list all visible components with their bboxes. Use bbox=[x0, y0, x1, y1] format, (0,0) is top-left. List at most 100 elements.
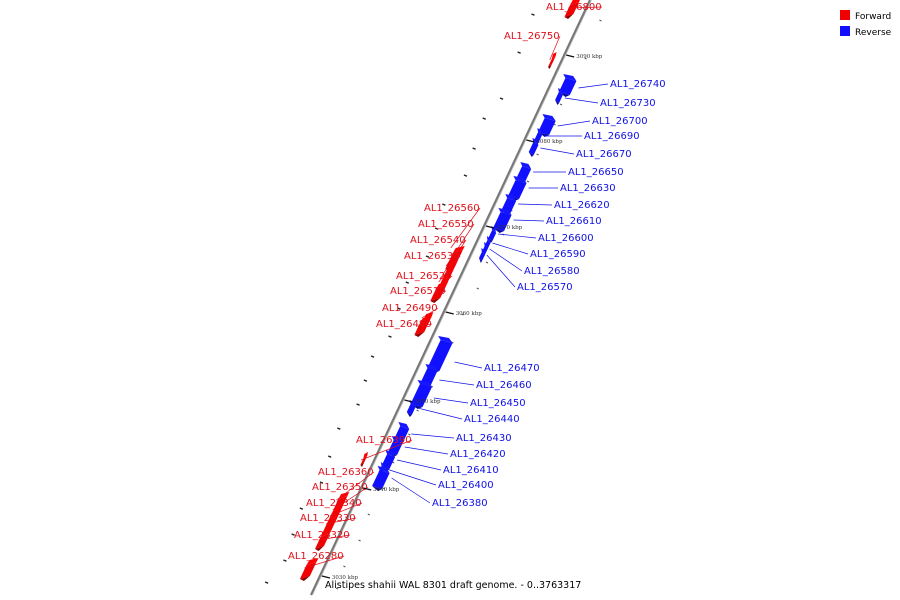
gene-leader-line bbox=[450, 207, 481, 249]
gene-leader-line bbox=[498, 233, 537, 239]
track-dash bbox=[382, 487, 386, 490]
track-dash bbox=[388, 335, 392, 338]
scale-tick-mark bbox=[363, 487, 372, 491]
scale-tick-mark bbox=[404, 399, 413, 403]
gene-label: AL1_26430 bbox=[456, 433, 512, 444]
legend: Forward Reverse bbox=[840, 10, 892, 38]
decor-layer bbox=[264, 0, 602, 596]
gene-block-face bbox=[493, 212, 512, 231]
gene-block-top bbox=[377, 466, 390, 473]
gene-label: AL1_26540 bbox=[410, 235, 466, 246]
gene-label: AL1_26320 bbox=[294, 530, 350, 541]
gene-block-face bbox=[564, 2, 580, 17]
gene-block-face bbox=[488, 230, 497, 241]
scale-ticks-layer: 3090 kbp 3080 kbp 3070 kbp 3060 kbp 3050 kbp… bbox=[321, 54, 603, 581]
gene-block-face bbox=[516, 166, 532, 181]
gene-label: AL1_26690 bbox=[584, 131, 640, 142]
gene-leader-line bbox=[433, 397, 469, 404]
gene-label: AL1_26280 bbox=[288, 551, 344, 562]
gene-block-face bbox=[299, 562, 317, 579]
scale-tick-label: 3050 kbp bbox=[414, 399, 441, 405]
gene-label: AL1_26750 bbox=[504, 31, 560, 42]
gene-block-side bbox=[430, 298, 441, 303]
track-dash bbox=[442, 203, 446, 206]
gene-block-top bbox=[520, 162, 532, 169]
scale-tick-label: 3090 kbp bbox=[576, 54, 603, 60]
scale-tick-label: 3040 kbp bbox=[373, 487, 400, 493]
track-dash bbox=[461, 313, 464, 316]
gene-block-side bbox=[299, 576, 310, 581]
gene-label: AL1_26410 bbox=[443, 465, 499, 476]
gene-block-top bbox=[398, 422, 410, 429]
track-dash bbox=[434, 227, 439, 230]
gene-leader-line bbox=[397, 459, 442, 471]
track-dash bbox=[356, 403, 360, 406]
gene-block-top bbox=[542, 114, 556, 121]
gene-label: AL1_26570 bbox=[517, 282, 573, 293]
gene-leader-line bbox=[454, 361, 483, 369]
gene-al1-26320 bbox=[314, 530, 332, 551]
gene-leader-line bbox=[361, 439, 413, 461]
gene-block-side bbox=[372, 486, 383, 491]
track-dash bbox=[599, 19, 602, 22]
track-dash bbox=[499, 97, 504, 100]
gene-blocks-layer bbox=[299, 0, 580, 581]
gene-block-top bbox=[537, 128, 543, 135]
track-dash bbox=[327, 455, 332, 458]
track-dash bbox=[343, 565, 346, 568]
gene-label: AL1_26380 bbox=[432, 498, 488, 509]
gene-block-face bbox=[508, 180, 527, 199]
scale-tick-mark bbox=[445, 311, 454, 315]
legend-reverse-label: Reverse bbox=[855, 28, 892, 38]
gene-leader-line bbox=[329, 502, 363, 517]
track-dash bbox=[536, 153, 539, 156]
track-dash bbox=[416, 409, 419, 412]
scale-tick-label: 3060 kbp bbox=[456, 311, 483, 317]
gene-block-top bbox=[558, 88, 563, 95]
track-dash bbox=[335, 587, 339, 590]
gene-block-face bbox=[538, 118, 556, 135]
gene-block-side bbox=[555, 100, 560, 105]
gene-label: AL1_26440 bbox=[464, 414, 520, 425]
gene-block-face bbox=[427, 340, 453, 371]
gene-block-top bbox=[505, 194, 517, 201]
gene-al1-26670 bbox=[528, 138, 539, 157]
gene-block-face bbox=[314, 534, 330, 549]
gene-block-face bbox=[479, 252, 485, 261]
gene-label: AL1_26330 bbox=[300, 513, 356, 524]
gene-label: AL1_26470 bbox=[484, 363, 540, 374]
track-dash bbox=[397, 307, 401, 310]
gene-al1-26280 bbox=[299, 558, 319, 581]
gene-block-face bbox=[528, 142, 539, 155]
gene-block-face bbox=[555, 92, 563, 103]
scale-tick-mark bbox=[321, 575, 331, 579]
gene-label: AL1_26620 bbox=[554, 200, 610, 211]
gene-label: AL1_26390 bbox=[356, 435, 412, 446]
gene-block-side bbox=[547, 64, 552, 69]
gene-leader-line bbox=[336, 471, 375, 501]
gene-block-top bbox=[498, 208, 512, 215]
gene-block-face bbox=[372, 470, 390, 489]
gene-block-top bbox=[419, 316, 432, 323]
leader-lines-layer bbox=[304, 6, 609, 569]
scale-tick-mark bbox=[526, 139, 535, 143]
gene-label: AL1_26670 bbox=[576, 149, 632, 160]
gene-block-side bbox=[528, 152, 534, 157]
gene-leader-line bbox=[304, 555, 345, 569]
gene-leader-line bbox=[518, 203, 553, 206]
gene-label: AL1_26350 bbox=[312, 482, 368, 493]
gene-leader-line bbox=[540, 147, 575, 155]
gene-label: AL1_26420 bbox=[450, 449, 506, 460]
gene-block-top bbox=[551, 52, 557, 59]
gene-al1-26610 bbox=[493, 208, 512, 233]
track-dash bbox=[517, 51, 521, 54]
gene-block-top bbox=[417, 380, 432, 387]
gene-block-top bbox=[320, 530, 332, 537]
gene-block-face bbox=[558, 78, 577, 95]
gene-leader-line bbox=[326, 517, 357, 525]
gene-label: AL1_26580 bbox=[524, 266, 580, 277]
gene-block-top bbox=[391, 436, 403, 443]
gene-leader-line bbox=[513, 219, 545, 222]
gene-label: AL1_26730 bbox=[600, 98, 656, 109]
gene-labels-layer: AL1_26800 AL1_26750 AL1_26740 AL1_26730 AL1_… bbox=[288, 2, 666, 562]
